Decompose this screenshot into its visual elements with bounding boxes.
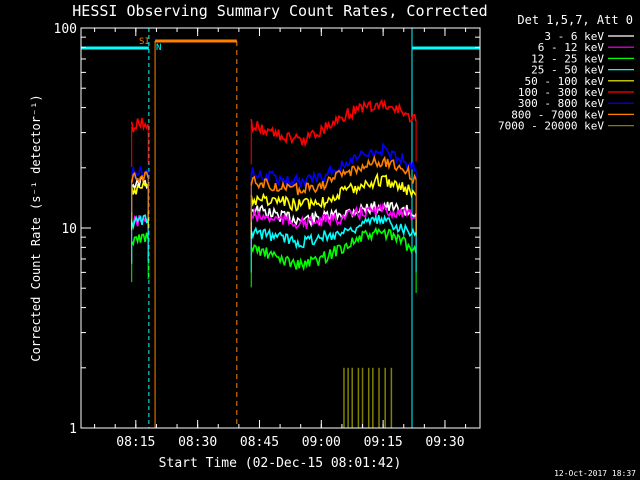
series-trace xyxy=(250,141,417,189)
series-800-7000-keV xyxy=(130,154,417,222)
plot-timestamp: 12-Oct-2017 18:37 xyxy=(554,469,636,478)
legend-label: 7000 - 20000 keV xyxy=(498,120,604,133)
series-trace xyxy=(130,214,149,231)
series-trace xyxy=(250,226,417,272)
x-tick-label: 08:45 xyxy=(240,435,279,450)
legend-label: 100 - 300 keV xyxy=(518,86,604,99)
legend-label: 12 - 25 keV xyxy=(531,52,604,65)
series-7000-20000-keV xyxy=(343,367,393,428)
legend-label: 50 - 100 keV xyxy=(525,75,605,88)
axis-layer: 08:15 08:30 08:45 09:00 09:15 09:30 1 10 100 xyxy=(54,22,480,450)
y-tick-label: 100 xyxy=(54,22,77,37)
x-tick-label: 09:30 xyxy=(425,435,464,450)
x-tick-label: 09:00 xyxy=(302,435,341,450)
series-trace xyxy=(131,232,149,247)
chart-title: HESSI Observing Summary Count Rates, Cor… xyxy=(72,2,487,20)
series-trace xyxy=(250,98,417,148)
series-25-50-keV xyxy=(130,213,417,273)
series-100-300-keV xyxy=(130,98,417,167)
x-tick-label: 08:30 xyxy=(178,435,217,450)
series-trace xyxy=(250,172,417,212)
legend-label: 6 - 12 keV xyxy=(538,41,605,54)
series-trace xyxy=(130,171,149,184)
y-tick-label: 10 xyxy=(61,222,77,237)
x-tick-label: 09:15 xyxy=(364,435,403,450)
legend-label: 300 - 800 keV xyxy=(518,97,604,110)
series-trace xyxy=(250,154,417,196)
series-trace xyxy=(250,202,417,230)
x-axis-label: Start Time (02-Dec-15 08:01:42) xyxy=(159,456,402,471)
series-trace xyxy=(130,180,149,195)
x-tick-label: 08:15 xyxy=(116,435,155,450)
y-axis-label: Corrected Count Rate (s⁻¹ detector⁻¹) xyxy=(29,94,43,361)
legend-label: 800 - 7000 keV xyxy=(511,108,604,121)
y-tick-label: 1 xyxy=(69,422,77,437)
legend-title: Det 1,5,7, Att 0 xyxy=(517,13,633,27)
legend-label: 3 - 6 keV xyxy=(544,30,604,43)
flag-n-label: N xyxy=(156,43,161,53)
series-trace xyxy=(250,213,417,250)
series-layer xyxy=(130,98,417,428)
legend-label: 25 - 50 keV xyxy=(531,64,604,77)
flag-si-label: SI xyxy=(139,37,150,47)
series-trace xyxy=(130,117,149,133)
